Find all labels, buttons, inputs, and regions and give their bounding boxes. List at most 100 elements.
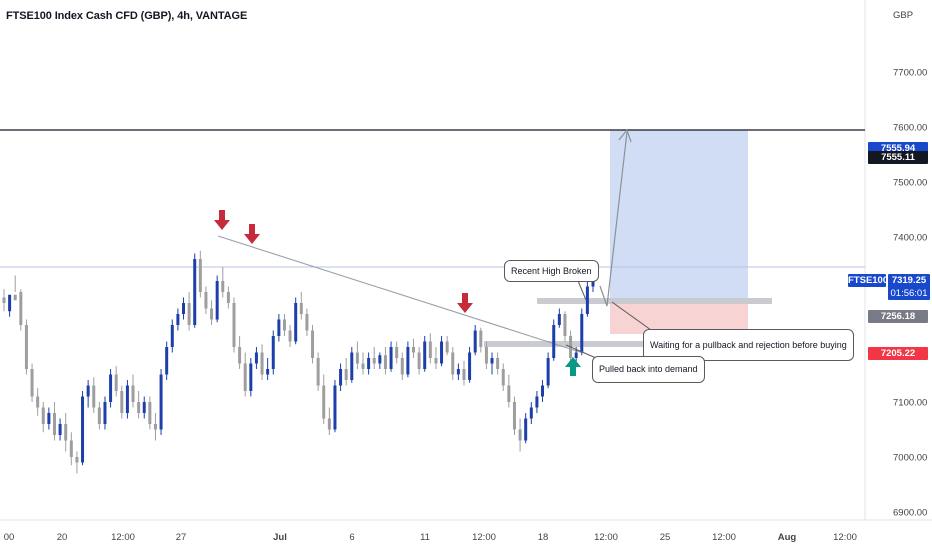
trendline xyxy=(217,235,581,353)
candle-body xyxy=(109,374,113,402)
candle-body xyxy=(333,385,337,430)
candle-body xyxy=(165,347,169,375)
x-tick-label: 20 xyxy=(56,532,68,543)
candle-body xyxy=(395,347,399,358)
x-tick-label: Jul xyxy=(273,532,287,543)
loss-zone xyxy=(610,302,748,334)
candle-body xyxy=(552,325,556,358)
candle-body xyxy=(440,341,444,364)
candle-body xyxy=(215,281,219,320)
candle-body xyxy=(473,330,477,353)
candle-body xyxy=(423,341,427,369)
candle-body xyxy=(327,418,331,430)
candle-body xyxy=(490,358,494,364)
candle-body xyxy=(451,352,455,375)
candle-body xyxy=(92,385,96,408)
x-tick-label: 25 xyxy=(659,532,671,543)
candle-body xyxy=(411,347,415,353)
candle-body xyxy=(182,303,186,314)
candle-body xyxy=(198,259,202,292)
candle-body xyxy=(512,402,516,430)
candle-body xyxy=(187,303,191,325)
x-tick-label: 12:00 xyxy=(594,532,618,543)
x-tick-label: 12:00 xyxy=(472,532,496,543)
entry-band xyxy=(537,298,772,304)
candle-body xyxy=(232,303,236,347)
symbol-tag: FTSE100 xyxy=(848,274,889,288)
candle-body xyxy=(585,286,589,314)
candle-body xyxy=(563,314,567,336)
candle-body xyxy=(226,292,230,303)
candle-body xyxy=(64,424,68,441)
candle-body xyxy=(2,297,6,303)
candle-body xyxy=(456,369,460,375)
candle-body xyxy=(81,396,85,463)
y-tick-label: 7700.00 xyxy=(893,68,927,79)
candle-body xyxy=(322,385,326,419)
y-tick-label: 7000.00 xyxy=(893,453,927,464)
projection-arrow xyxy=(599,131,628,307)
candle-body xyxy=(350,352,354,380)
y-tick-label: 7500.00 xyxy=(893,178,927,189)
price-scale[interactable]: 7700.00 7600.00 7500.00 7400.00 7100.00 7000.… xyxy=(893,68,927,519)
entry-price-tag: 7256.18 xyxy=(868,310,928,324)
x-tick-label: 6 xyxy=(349,532,355,543)
candle-body xyxy=(355,352,359,364)
candle-body xyxy=(484,347,488,364)
candle-body xyxy=(344,369,348,380)
candle-body xyxy=(389,347,393,369)
candle-body xyxy=(221,281,225,292)
countdown: 01:56:01 xyxy=(890,288,928,300)
candle-body xyxy=(507,385,511,402)
candle-body xyxy=(238,347,242,364)
x-tick-label: 18 xyxy=(537,532,549,543)
candle-body xyxy=(372,358,376,364)
candle-body xyxy=(69,440,73,457)
candle-body xyxy=(518,429,522,441)
candle-body xyxy=(176,314,180,325)
candle-body xyxy=(557,314,561,325)
candles-group xyxy=(2,250,595,474)
candle-body xyxy=(52,413,56,435)
candle-body xyxy=(468,352,472,380)
candle-body xyxy=(591,281,595,287)
x-tick-label: 11 xyxy=(420,532,430,543)
up-arrow-icon xyxy=(565,357,581,376)
candle-body xyxy=(462,369,466,380)
candle-body xyxy=(41,407,45,424)
candle-body xyxy=(97,407,101,424)
candle-body xyxy=(417,352,421,369)
candle-body xyxy=(204,292,208,309)
candle-body xyxy=(58,424,62,435)
candle-body xyxy=(294,303,298,342)
candle-body xyxy=(428,341,432,358)
candle-body xyxy=(8,294,12,312)
candle-body xyxy=(142,402,146,413)
callout-connector xyxy=(565,344,597,359)
candle-body xyxy=(277,319,281,336)
stop-price-tag: 7205.22 xyxy=(868,347,928,361)
callout-connector xyxy=(611,301,652,331)
profit-zone xyxy=(610,130,748,302)
candle-body xyxy=(153,424,157,430)
candle-body xyxy=(580,314,584,353)
candle-body xyxy=(299,303,303,314)
candle-body xyxy=(170,325,174,347)
resistance-price-tag: 7555.11 xyxy=(868,150,928,164)
candle-body xyxy=(131,385,135,402)
x-tick-label: 12:00 xyxy=(833,532,857,543)
currency-label: GBP xyxy=(893,10,914,21)
candle-body xyxy=(479,330,483,347)
candle-body xyxy=(13,294,17,301)
candle-body xyxy=(148,402,152,424)
x-tick-label: 00 xyxy=(3,532,15,543)
candle-body xyxy=(378,355,382,364)
candle-body xyxy=(19,292,23,325)
candle-body xyxy=(30,369,34,397)
candle-body xyxy=(243,363,247,391)
candle-body xyxy=(210,308,214,320)
candle-body xyxy=(339,369,343,386)
candle-body xyxy=(75,457,79,463)
candle-body xyxy=(254,352,258,364)
